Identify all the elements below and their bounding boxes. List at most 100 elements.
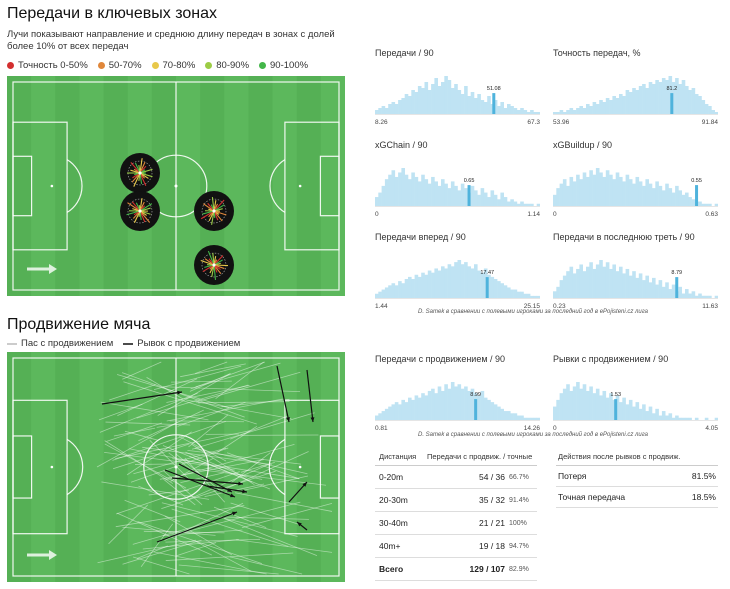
histogram-bar — [391, 170, 396, 206]
histogram-bar — [648, 406, 653, 420]
legend-label: Точность 0-50% — [18, 60, 88, 71]
histogram-bar — [694, 417, 699, 420]
histogram-bar — [437, 86, 442, 114]
histogram-bar — [424, 274, 429, 298]
player-marker — [485, 277, 489, 298]
histogram-bar — [530, 203, 534, 206]
histogram-bar — [401, 98, 405, 114]
histogram-bar — [658, 415, 663, 420]
player-marker — [474, 399, 478, 420]
histogram-bar — [681, 417, 686, 420]
histogram-bar — [711, 110, 715, 114]
section1-subtitle-2: более 10% от всех передач — [7, 41, 129, 52]
histogram-bar — [526, 417, 531, 420]
histogram-bar — [536, 417, 540, 420]
legend-dot-icon — [205, 62, 213, 69]
histogram-bar — [678, 286, 682, 298]
histogram-bar — [582, 384, 587, 420]
distance-row: 40m+ 19 / 18 94.7% — [375, 535, 537, 558]
histogram-bar — [642, 404, 646, 420]
histogram-bar — [704, 203, 709, 206]
histogram-bar — [523, 293, 528, 298]
histogram-bar — [388, 104, 392, 114]
histogram-bar — [586, 390, 590, 420]
axis-max-label: 25.15 — [524, 303, 540, 310]
histogram-bar — [599, 172, 603, 206]
histogram-bar — [595, 388, 600, 420]
distance-cell: 30-40m — [379, 518, 408, 528]
accuracy-legend: Точность 0-50% 50-70% 70-80% 80-90% 90-100% — [7, 60, 308, 71]
histogram-bar — [457, 190, 462, 206]
histogram-bar — [566, 110, 570, 114]
histogram-bar — [615, 395, 620, 420]
histogram-bar — [375, 110, 379, 114]
histogram-bar — [384, 179, 389, 206]
histogram-bar — [675, 415, 679, 420]
histogram-bar — [483, 192, 488, 206]
histogram-bar — [533, 112, 537, 114]
histogram-bar — [599, 100, 603, 114]
histogram-bar — [483, 102, 488, 114]
histogram-bar — [602, 390, 607, 420]
legend-dot-icon — [151, 62, 159, 69]
histogram-bar — [622, 181, 626, 206]
histogram-bar — [681, 80, 686, 114]
histogram-bar — [414, 395, 419, 420]
action-pct-cell: 18.5% — [691, 492, 716, 502]
histogram-bar — [523, 417, 528, 420]
histogram-bar — [470, 185, 475, 206]
histogram-bar — [408, 276, 412, 298]
histogram-bar — [388, 285, 392, 298]
passes-cell: 35 / 32 — [479, 495, 505, 505]
histogram-bar — [394, 176, 399, 206]
pitch-key-zones — [7, 76, 345, 296]
histogram-bar — [688, 197, 692, 206]
histogram-bar — [698, 201, 702, 206]
histogram-chart: 81.2 53.96 91.84 — [553, 76, 718, 126]
histogram-bar — [619, 266, 623, 298]
histogram-bar — [497, 406, 501, 420]
histogram-bar — [628, 179, 633, 206]
histogram-bar — [464, 386, 468, 420]
player-value-label: 17.47 — [480, 270, 494, 276]
histogram-bar — [378, 108, 382, 114]
histogram-bar — [408, 179, 412, 206]
histogram-bar — [381, 411, 386, 420]
histogram-bar — [487, 274, 491, 298]
histogram-bar — [401, 283, 405, 298]
histogram-bar — [665, 282, 669, 298]
histogram-bar — [477, 270, 481, 298]
histogram-bar — [391, 283, 396, 298]
histogram-bar — [612, 179, 616, 206]
histogram-bar — [556, 188, 560, 206]
histogram-bar — [652, 188, 656, 206]
histogram-bar — [566, 271, 570, 298]
histogram-bar — [704, 295, 709, 298]
histogram-bar — [668, 289, 673, 298]
histogram-bar — [381, 289, 386, 298]
section1-subtitle-1: Лучи показывают направление и среднюю дл… — [7, 29, 335, 40]
player-value-label: 81.2 — [666, 86, 677, 92]
axis-max-label: 91.84 — [702, 119, 718, 126]
histogram-bar — [414, 92, 419, 114]
histogram-bar — [404, 402, 409, 420]
histogram-bar — [460, 94, 465, 114]
passes-cell: 54 / 36 — [479, 472, 505, 482]
legend-accuracy-0: Точность 0-50% — [7, 60, 88, 71]
histogram-bar — [648, 183, 653, 206]
player-value-label: 8.99 — [470, 392, 481, 398]
histogram-bar — [612, 264, 616, 298]
distance-table: Дистанция Передачи с продвиж. / точные 0… — [375, 452, 537, 581]
histogram-bar — [655, 284, 659, 298]
histogram-bar — [454, 386, 458, 420]
histogram-bar — [652, 413, 656, 420]
histogram-bar — [427, 390, 432, 420]
legend-label: 80-90% — [216, 60, 250, 71]
histogram-bar — [675, 185, 679, 206]
histogram-bar — [447, 80, 452, 114]
histogram-bar — [513, 289, 518, 298]
distance-cell: 20-30m — [379, 495, 408, 505]
histogram-bar — [516, 203, 521, 206]
histogram-title: xGBuildup / 90 — [553, 140, 613, 150]
histogram-bar — [434, 181, 438, 206]
